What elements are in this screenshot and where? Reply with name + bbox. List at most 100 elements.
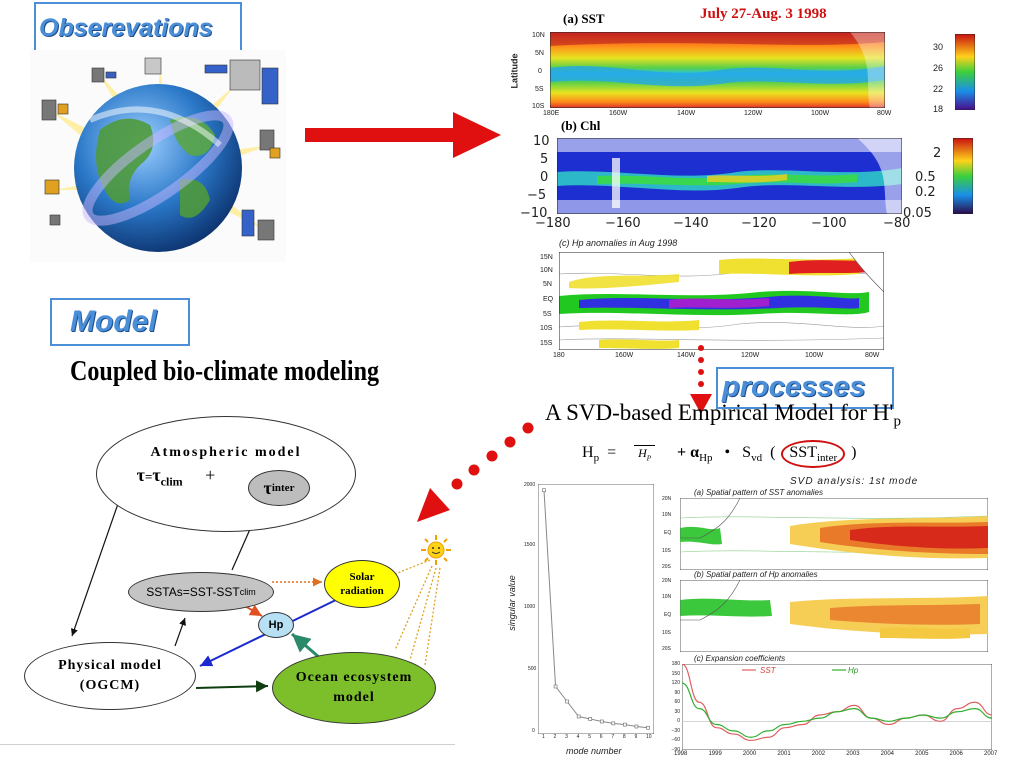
tau-equals: = [144,469,153,484]
singular-value-chart: singular value 2000 1500 1000 500 0 1 2 3 4… [508,480,660,760]
singular-ylabel: singular value [508,575,517,631]
tau-formula: τ=τclim + [137,465,216,490]
chl-panel-label: (b) Chl [561,118,601,133]
eq-hbar-text: H [638,446,647,460]
hp-xtick: 140W [677,352,696,359]
expansion-ytick: −30 [671,727,680,734]
singular-xtick: 5 [588,734,591,740]
observations-tag: Obserevations [34,2,242,54]
sst-date-label: July 27-Aug. 3 1998 [700,6,827,22]
processes-tag-text: processes [722,371,866,403]
svd-b-label: (b) Spatial pattern of Hp anomalies [694,570,818,579]
chl-xtick: −100 [811,216,847,231]
physical-model-line2: (OGCM) [79,678,141,693]
model-tag-text: Model [70,305,157,338]
svd-map-ytick: 20S [662,564,671,570]
svd-map-ytick: 20S [662,646,671,652]
red-arrow-icon [305,112,501,158]
expansion-ytick: 60 [674,699,680,706]
svd-model-title-text: A SVD-based Empirical Model for H' [545,400,894,425]
eq-sst: SST [789,444,817,461]
coupled-model-diagram: Atmospheric model τ=τclim + τ inter SSTAs… [0,410,470,740]
eq-sst-circled: SSTinter [781,440,846,469]
ocean-ecosystem-line1: Ocean ecosystem [295,670,413,685]
expansion-xtick: 1999 [708,751,722,757]
atmospheric-model-title: Atmospheric model [150,445,302,460]
sun-icon [421,535,451,565]
sst-cbar-tick: 30 [933,42,944,52]
hp-ytick: 15S [540,340,553,347]
expansion-xtick: 2007 [984,751,998,757]
expansion-xtick: 2002 [811,751,826,757]
hp-node-text: Hp [268,619,284,631]
hp-ytick: 5S [543,311,552,318]
chl-xtick: −120 [741,216,777,231]
expansion-xtick: 2005 [915,751,929,757]
eq-s-sub: vd [751,452,763,465]
singular-point [599,719,604,724]
sstas-sub: clim [239,587,256,597]
tau-inter-sub: inter [271,482,295,494]
ocean-ecosystem-node: Ocean ecosystem model [272,652,436,724]
tau-plus: + [205,465,216,485]
svd-equation: Hp = HP + αHp • Svd ( SSTinter ) [582,440,857,469]
chl-cbar-tick: 0.2 [915,185,936,200]
svd-analysis-title: SVD analysis: 1st mode [790,476,919,487]
hp-ytick: EQ [543,296,554,303]
eq-dot: • [724,444,731,461]
tau-symbol-clim: τ [152,465,161,485]
solar-radiation-node: Solar radiation [324,560,400,608]
singular-point [646,725,650,730]
sst-cbar-tick: 22 [933,84,944,94]
sst-map [550,32,885,108]
singular-point [576,714,581,719]
chl-ytick: 10 [533,134,550,149]
singular-ytick: 1000 [524,604,536,610]
hp-xtick: 120W [741,352,760,359]
expansion-legend-hp: Hp [848,666,859,675]
svd-map-ytick: 20N [662,496,672,502]
chl-ytick: −5 [527,188,547,203]
model-subtitle: Coupled bio-climate modeling [70,356,380,387]
singular-point [588,717,593,721]
svd-map-ytick: 10N [662,512,672,518]
hp-ytick: 10N [540,267,553,274]
eq-paren-close: ) [851,444,857,461]
chl-cbar-tick: 2 [933,146,942,161]
chl-colorbar [953,138,973,214]
sst-ytick: 5S [535,86,544,93]
sst-panel: (a) SST July 27-Aug. 3 1998 Latitude 10N… [505,4,985,120]
tau-symbol: τ [136,465,145,485]
singular-xtick: 2 [553,734,557,740]
bottom-divider [0,744,455,745]
model-tag: Model [50,298,190,346]
hp-panel: (c) Hp anomalies in Aug 1998 15N 10N 5N … [535,236,895,362]
singular-xtick: 9 [634,734,638,740]
hp-xtick: 80W [865,352,880,359]
sst-panel-label: (a) SST [563,11,605,26]
expansion-xtick: 2003 [846,751,860,757]
singular-xlabel: mode number [566,746,622,756]
atmospheric-model-node: Atmospheric model τ=τclim + [96,416,356,532]
singular-ytick: 1500 [524,542,536,548]
singular-point [542,488,546,493]
expansion-xtick: 2004 [880,751,895,757]
sst-xtick: 120W [744,110,763,117]
chl-ytick: 0 [540,170,549,185]
hp-xtick: 160W [615,352,634,359]
chl-xtick: −140 [673,216,709,231]
sst-colorbar [955,34,975,110]
red-dotted-arrow-down [690,345,712,414]
eq-lhs-sub: p [593,452,600,465]
hp-xtick: 100W [805,352,824,359]
expansion-xtick: 2000 [742,751,757,757]
eq-alpha: + α [677,444,700,461]
singular-xtick: 4 [576,734,580,740]
sst-cbar-tick: 26 [933,63,944,73]
expansion-xtick: 2006 [949,751,963,757]
svd-model-title-sub: p [893,413,901,430]
chl-cbar-tick: 0.05 [903,206,932,221]
processes-tag: processes [716,367,894,409]
expansion-ytick: 180 [671,661,680,667]
expansion-ytick: 150 [671,670,680,677]
